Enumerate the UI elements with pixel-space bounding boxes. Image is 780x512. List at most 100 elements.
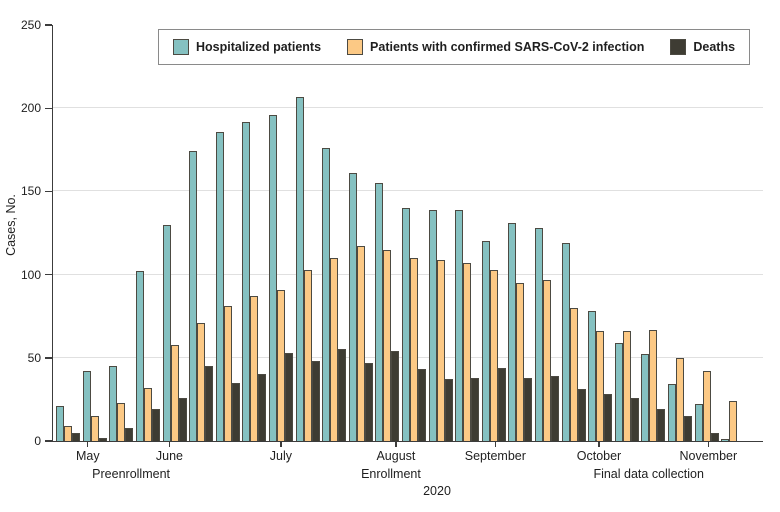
x-axis-month-label-september: September <box>464 449 526 463</box>
gridline-150 <box>53 190 763 192</box>
phase-label-1: Enrollment <box>361 467 421 481</box>
y-axis-tick-label-200: 200 <box>20 101 41 116</box>
bar-hospitalized-week16 <box>455 209 464 441</box>
bar-patients-week16 <box>463 262 472 441</box>
bar-patients-week20 <box>569 307 578 441</box>
gridline-200 <box>53 107 763 109</box>
bar-hospitalized-week18 <box>508 223 517 441</box>
bar-deaths-week5 <box>178 397 187 441</box>
bar-patients-week23 <box>649 329 658 441</box>
legend-label: Deaths <box>693 40 736 54</box>
phase-label-2: Final data collection <box>593 467 704 481</box>
bar-patients-week9 <box>277 289 285 441</box>
bar-hospitalized-week26 <box>721 439 730 441</box>
bar-patients-week18 <box>516 282 525 441</box>
bar-hospitalized-week12 <box>348 173 357 441</box>
legend-item: Hospitalized patients <box>173 39 321 55</box>
x-axis-tick-september <box>494 442 497 447</box>
bar-hospitalized-week24 <box>668 384 676 441</box>
bar-patients-week19 <box>543 279 551 441</box>
bar-patients-week24 <box>676 357 684 441</box>
bar-hospitalized-week4 <box>136 271 144 441</box>
bar-deaths-week19 <box>551 376 559 441</box>
y-axis-tick-100 <box>45 273 52 276</box>
y-axis-tick-150 <box>45 190 52 193</box>
legend-item: Deaths <box>670 39 735 55</box>
bar-patients-week1 <box>64 426 73 441</box>
y-axis-tick-50 <box>45 357 52 359</box>
bar-hospitalized-week23 <box>641 354 650 441</box>
y-axis-tick-label-250: 250 <box>20 18 41 32</box>
bar-deaths-week6 <box>205 366 214 441</box>
bar-patients-week3 <box>117 402 126 441</box>
y-axis-tick-label-150: 150 <box>20 184 41 199</box>
x-axis-tick-july <box>280 442 282 447</box>
bar-hospitalized-week21 <box>588 311 597 441</box>
bar-hospitalized-week1 <box>56 406 65 441</box>
legend-label: Patients with confirmed SARS-CoV-2 infec… <box>370 40 645 54</box>
plot-area: 0 50 100 150 200 250 May June July August Septembe… <box>21 18 763 481</box>
bar-patients-week25 <box>702 371 711 441</box>
bar-patients-week12 <box>356 246 365 441</box>
bar-hospitalized-week3 <box>109 366 118 441</box>
bar-deaths-week8 <box>258 374 267 441</box>
bar-deaths-week18 <box>524 377 533 441</box>
x-axis-month-label-june: June <box>155 449 183 463</box>
bar-deaths-week20 <box>577 389 586 441</box>
bar-hospitalized-week11 <box>322 148 331 441</box>
bar-hospitalized-week7 <box>215 131 224 441</box>
bar-deaths-week11 <box>338 349 347 441</box>
bar-patients-week26 <box>729 401 738 441</box>
y-axis-tick-250 <box>45 24 52 26</box>
bar-deaths-week25 <box>710 432 719 441</box>
bar-deaths-week3 <box>125 427 134 441</box>
bar-deaths-week2 <box>98 437 107 441</box>
bar-deaths-week1 <box>72 432 81 441</box>
bar-deaths-week16 <box>471 377 480 441</box>
bar-patients-week10 <box>303 269 312 441</box>
bar-hospitalized-week6 <box>189 151 198 441</box>
bar-hospitalized-week22 <box>614 342 623 441</box>
y-axis-tick-label-50: 50 <box>27 350 41 365</box>
bar-deaths-week17 <box>497 367 506 441</box>
bar-patients-week6 <box>197 322 206 441</box>
x-axis-month-label-july: July <box>269 449 293 463</box>
bar-deaths-week10 <box>311 361 320 441</box>
bar-patients-week8 <box>250 296 259 441</box>
legend-swatch-hospitalized <box>173 39 189 55</box>
legend-swatch-patients <box>347 39 364 55</box>
bar-hospitalized-week17 <box>481 241 490 441</box>
bar-deaths-week24 <box>684 416 692 441</box>
bar-deaths-week22 <box>630 397 639 441</box>
bar-deaths-week9 <box>285 352 293 441</box>
x-axis-month-label-november: November <box>679 449 738 463</box>
y-axis-tick-0 <box>45 440 52 442</box>
x-axis-tick-may <box>87 442 89 447</box>
x-axis-month-label-october: October <box>576 449 622 463</box>
bar-hospitalized-week5 <box>162 224 171 441</box>
bar-patients-week15 <box>436 259 445 441</box>
bar-patients-week4 <box>144 387 152 441</box>
legend-label: Hospitalized patients <box>196 40 322 54</box>
bar-deaths-week7 <box>231 382 240 441</box>
bar-deaths-week21 <box>604 394 613 441</box>
bar-deaths-week12 <box>364 362 373 441</box>
bar-hospitalized-week25 <box>694 404 703 441</box>
bar-patients-week7 <box>223 306 232 441</box>
x-axis-tick-november <box>707 442 710 447</box>
phase-label-0: Preenrollment <box>92 467 171 481</box>
x-axis-month-label-august: August <box>376 449 416 463</box>
bar-deaths-week4 <box>152 409 160 441</box>
bar-hospitalized-week13 <box>375 183 384 441</box>
bar-patients-week5 <box>170 344 179 441</box>
x-axis-tick-august <box>395 442 397 447</box>
y-axis-tick-label-0: 0 <box>34 434 41 448</box>
bar-patients-week11 <box>330 257 339 441</box>
bar-hospitalized-week2 <box>82 371 91 441</box>
bar-hospitalized-week10 <box>295 96 304 441</box>
legend-swatch-deaths <box>670 39 687 55</box>
bar-hospitalized-week19 <box>535 228 543 441</box>
x-axis-tick-october <box>598 442 600 447</box>
bar-hospitalized-week20 <box>561 242 570 441</box>
